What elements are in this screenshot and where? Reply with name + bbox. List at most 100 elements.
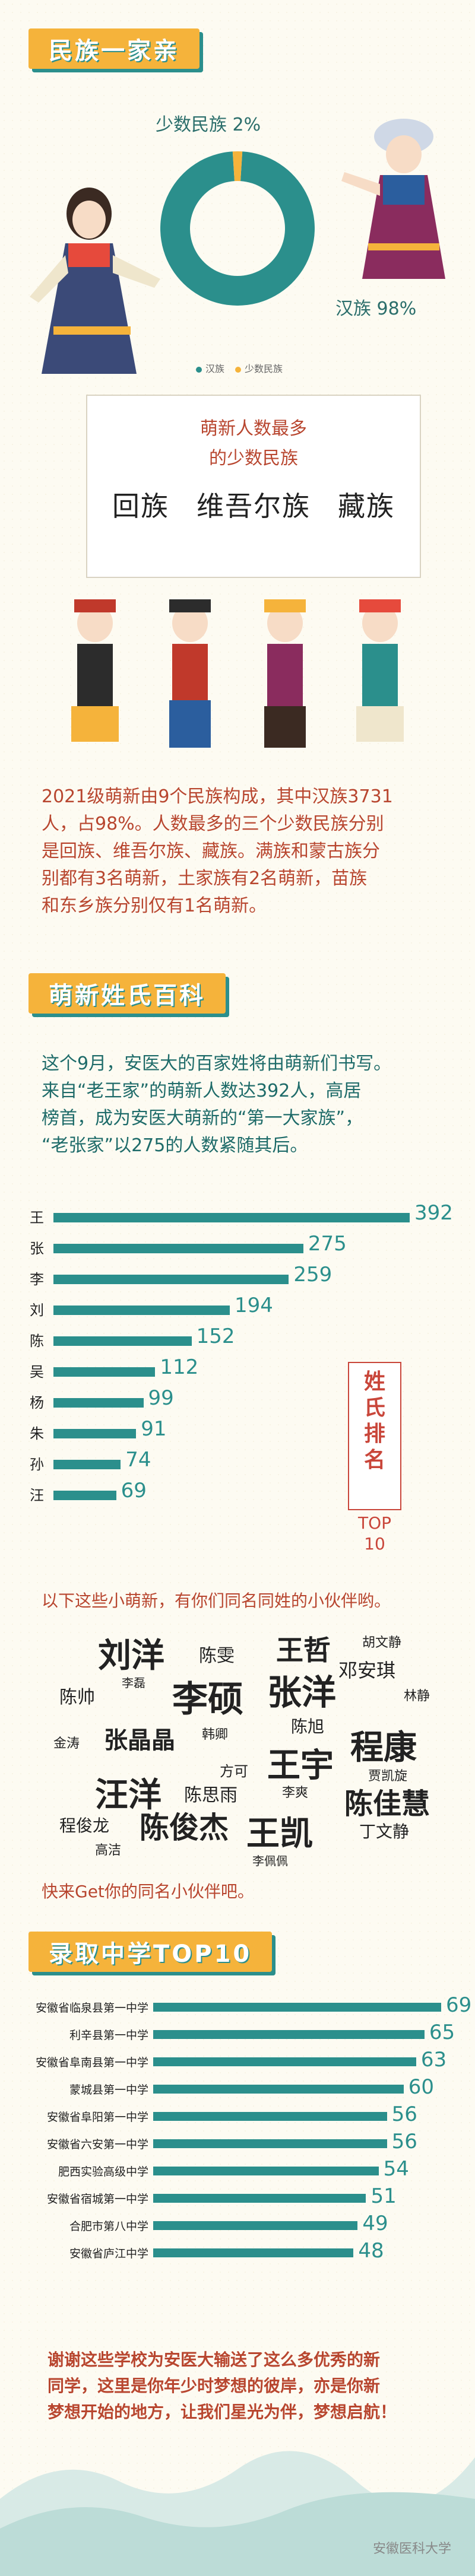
surname-bar (53, 1398, 144, 1408)
surname-bar (53, 1213, 410, 1222)
rank-box-char-4: 名 (363, 1448, 385, 1472)
section-title-surname: 萌新姓氏百科 (28, 973, 226, 1014)
surname-value: 74 (125, 1448, 151, 1472)
pie-legend: 汉族 少数民族 (196, 361, 283, 375)
name-item: 金涛 (53, 1736, 80, 1751)
surname-bar (53, 1367, 156, 1377)
surname-label: 汪 (30, 1487, 44, 1504)
surname-value: 259 (293, 1263, 332, 1287)
nation-3: 藏族 (338, 490, 395, 522)
surname-label: 王 (30, 1209, 44, 1226)
surname-bar (53, 1244, 303, 1253)
school-bar (153, 2248, 354, 2257)
school-label: 蒙城县第一中学 (69, 2083, 148, 2097)
surname-line-3: 榜首，成为安医大萌新的“第一大家族”， (42, 1108, 363, 1129)
school-value: 56 (391, 2130, 417, 2153)
ethnic-pie-chart (160, 151, 315, 306)
name-item: 王哲 (276, 1634, 331, 1666)
rank-box-char-3: 排 (363, 1422, 385, 1446)
ethnic-line-3: 是回族、维吾尔族、藏族。满族和蒙古族分 (42, 841, 380, 862)
surname-label: 孙 (30, 1456, 44, 1473)
surname-value: 152 (196, 1324, 235, 1348)
section-title-ethnic: 民族一家亲 (28, 28, 200, 69)
school-bar (153, 2057, 416, 2066)
legend-item-minority: 少数民族 (235, 361, 283, 375)
name-item: 李佩佩 (252, 1854, 288, 1868)
name-item: 陈思雨 (184, 1785, 238, 1806)
woman-figure-illustration (30, 188, 160, 374)
school-value: 48 (358, 2239, 384, 2263)
callout-nations: 回族 维吾尔族 藏族 (87, 485, 420, 524)
surname-paragraph: 这个9月，安医大的百家姓将由萌新们书写。 来自“老王家”的萌新人数达392人，高… (42, 1050, 439, 1160)
name-item: 方可 (220, 1763, 248, 1780)
ethnic-paragraph: 2021级萌新由9个民族构成，其中汉族3731 人，占98%。人数最多的三个少数… (42, 783, 439, 920)
name-item: 邓安琪 (338, 1659, 396, 1682)
surname-label: 陈 (30, 1333, 44, 1349)
ethnic-line-2: 人，占98%。人数最多的三个少数民族分别 (42, 814, 384, 834)
girl-figure-illustration (341, 119, 445, 279)
names-outro: 快来Get你的同名小伙伴吧。 (42, 1882, 254, 1901)
name-item: 李磊 (122, 1676, 145, 1690)
name-item: 丁文静 (359, 1822, 410, 1841)
school-bar (153, 2085, 404, 2094)
pie-label-minority: 少数民族 2% (156, 115, 261, 135)
pie-label-han: 汉族 98% (335, 298, 417, 319)
name-item: 李硕 (172, 1679, 243, 1720)
pie-slice-minority (232, 151, 243, 182)
school-value: 65 (429, 2021, 455, 2044)
rank-box-char-1: 姓 (363, 1370, 385, 1394)
school-bar (153, 2167, 379, 2175)
name-item: 张洋 (267, 1672, 337, 1713)
watermark: 安徽医科大学 (372, 2542, 451, 2556)
name-item: 刘洋 (98, 1636, 164, 1675)
surname-label: 李 (30, 1271, 44, 1288)
school-label: 利辛县第一中学 (69, 2029, 148, 2042)
pie-slice-han (160, 151, 315, 306)
surname-value: 99 (148, 1386, 174, 1410)
name-item: 王凯 (246, 1814, 313, 1853)
name-item: 李爽 (282, 1786, 309, 1800)
surname-bar (53, 1460, 121, 1469)
school-label: 安徽省六安第一中学 (46, 2138, 148, 2151)
name-item: 陈俊杰 (140, 1810, 229, 1845)
closing-paragraph: 谢谢这些学校为安医大输送了这么多优秀的新 同学，这里是你年少时梦想的彼岸，亦是你… (48, 2347, 451, 2425)
ethnic-line-5: 和东乡族分别仅有1名萌新。 (42, 895, 267, 916)
closing-line-2: 同学，这里是你年少时梦想的彼岸，亦是你新 (48, 2376, 381, 2396)
nation-1: 回族 (112, 490, 169, 522)
name-item: 王宇 (267, 1746, 334, 1785)
name-item: 张晶晶 (104, 1726, 175, 1754)
school-bar (153, 2139, 387, 2148)
name-item: 贾凯旋 (368, 1769, 408, 1784)
closing-line-3: 梦想开始的地方，让我们星光为伴，梦想启航！ (48, 2402, 397, 2422)
rank-box-ten: 10 (364, 1534, 385, 1554)
surname-line-1: 这个9月，安医大的百家姓将由萌新们书写。 (42, 1053, 392, 1074)
name-item: 汪洋 (95, 1775, 162, 1815)
surname-value: 112 (160, 1355, 199, 1379)
surname-value: 194 (234, 1294, 273, 1317)
school-value: 54 (383, 2157, 409, 2181)
legend-item-han: 汉族 (196, 361, 224, 375)
school-value: 56 (391, 2102, 417, 2126)
name-item: 陈佳慧 (344, 1787, 430, 1821)
surname-bar (53, 1491, 116, 1500)
surname-label: 朱 (30, 1425, 44, 1442)
name-item: 陈帅 (59, 1687, 95, 1708)
surname-bar (53, 1336, 192, 1346)
name-item: 陈旭 (291, 1717, 325, 1736)
school-bar (153, 2112, 387, 2121)
rank-box-char-2: 氏 (363, 1396, 385, 1420)
school-bar (153, 2194, 366, 2203)
name-item: 陈雯 (199, 1646, 235, 1666)
name-item: 高洁 (95, 1843, 122, 1858)
school-value: 51 (370, 2184, 397, 2208)
name-item: 胡文静 (362, 1635, 402, 1650)
school-label: 肥西实验高级中学 (58, 2165, 148, 2178)
name-item: 林静 (404, 1689, 430, 1704)
callout-line-1: 萌新人数最多 (200, 418, 307, 439)
surname-bar (53, 1275, 289, 1284)
name-item: 程康 (350, 1728, 417, 1767)
school-value: 49 (362, 2212, 388, 2235)
surname-bar (53, 1306, 230, 1315)
